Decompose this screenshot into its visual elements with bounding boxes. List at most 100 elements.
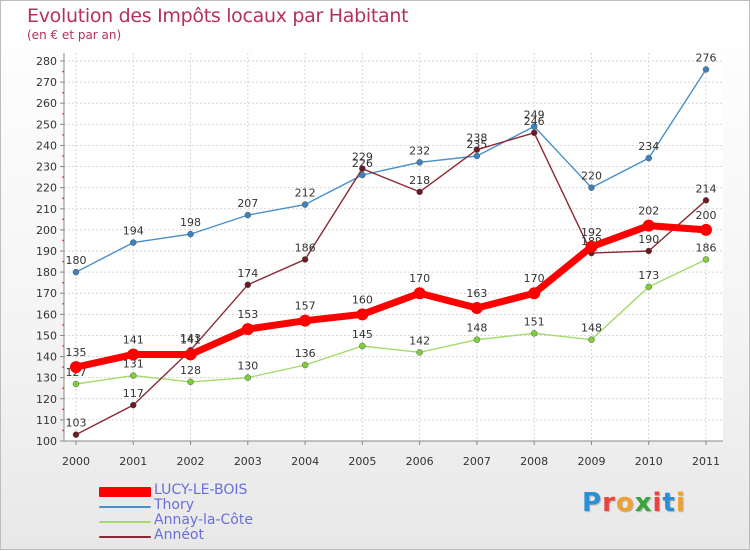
- data-point: [530, 330, 538, 337]
- data-point: [530, 123, 538, 130]
- data-point: [413, 287, 426, 300]
- data-label: 170: [524, 272, 545, 285]
- data-point: [416, 349, 423, 356]
- y-minor-mark: [62, 408, 64, 411]
- series-line-2: [75, 132, 707, 436]
- legend-swatch-lucy: [99, 486, 151, 497]
- data-label: 173: [638, 269, 659, 282]
- legend-swatch-annay: [99, 520, 151, 523]
- data-label: 180: [66, 254, 87, 267]
- y-tick-label: 180: [36, 266, 57, 279]
- data-label: 186: [696, 241, 717, 254]
- y-minor-mark: [62, 281, 64, 284]
- data-label: 220: [581, 170, 602, 183]
- y-tick-label: 240: [36, 139, 57, 152]
- data-label: 117: [123, 387, 144, 400]
- y-minor-mark: [62, 387, 64, 390]
- y-tick-label: 230: [36, 161, 57, 174]
- data-point: [130, 372, 137, 379]
- y-minor-mark: [62, 218, 64, 221]
- y-minor-mark: [62, 176, 64, 178]
- data-point: [702, 66, 710, 73]
- data-point: [244, 211, 252, 219]
- data-point: [301, 361, 309, 369]
- y-tick-label: 260: [36, 97, 57, 110]
- x-tick-label: 2009: [577, 455, 605, 468]
- data-label: 229: [352, 151, 373, 164]
- y-tick-label: 100: [36, 435, 57, 448]
- proxiti-logo: Proxiti: [582, 488, 686, 518]
- data-label: 198: [180, 216, 201, 229]
- chart-legend: LUCY-LE-BOIS Thory Annay-la-Côte Annéot: [99, 482, 399, 544]
- y-tick-label: 270: [36, 76, 57, 89]
- x-tick-label: 2004: [291, 455, 319, 468]
- y-tick-label: 280: [36, 55, 57, 68]
- logo-letter: i: [652, 488, 663, 518]
- data-point: [72, 268, 80, 276]
- data-point: [588, 184, 595, 191]
- y-minor-mark: [62, 112, 64, 115]
- data-label: 143: [180, 332, 201, 345]
- data-point: [585, 240, 598, 253]
- data-label: 234: [638, 140, 659, 153]
- data-point: [528, 287, 541, 300]
- data-label: 141: [180, 333, 201, 346]
- data-label: 174: [237, 267, 258, 280]
- data-label: 136: [295, 347, 316, 360]
- data-label: 276: [696, 51, 717, 64]
- data-label: 141: [123, 333, 144, 346]
- legend-item-annay: Annay-la-Côte: [99, 512, 399, 529]
- chart-title: Evolution des Impôts locaux par Habitant: [27, 5, 409, 27]
- data-point: [70, 361, 82, 374]
- y-tick-label: 140: [36, 351, 57, 364]
- data-label: 151: [524, 315, 545, 328]
- data-point: [184, 348, 197, 361]
- y-tick-label: 250: [36, 118, 57, 131]
- x-tick-label: 2005: [348, 455, 376, 468]
- y-minor-mark: [62, 345, 64, 347]
- legend-label-lucy: LUCY-LE-BOIS: [154, 482, 248, 498]
- data-label: 163: [466, 287, 487, 300]
- y-tick-label: 200: [36, 224, 57, 237]
- data-label: 212: [295, 187, 316, 200]
- data-label: 232: [409, 144, 430, 157]
- legend-label-anneot: Annéot: [154, 527, 204, 543]
- data-point: [130, 401, 137, 409]
- data-point: [359, 171, 366, 179]
- x-tick-label: 2000: [62, 455, 90, 468]
- data-label: 202: [638, 205, 659, 218]
- data-point: [416, 188, 423, 196]
- data-point: [301, 201, 309, 208]
- y-tick-label: 120: [36, 393, 57, 406]
- logo-letter: P: [582, 488, 603, 518]
- x-tick-label: 2011: [692, 455, 720, 468]
- y-tick-label: 170: [36, 287, 57, 300]
- data-point: [416, 159, 423, 166]
- data-point: [244, 281, 252, 289]
- data-point: [588, 336, 595, 343]
- y-tick-label: 220: [36, 182, 57, 195]
- y-minor-mark: [62, 324, 64, 326]
- x-tick-label: 2008: [520, 455, 548, 468]
- x-tick-label: 2007: [463, 455, 491, 468]
- data-label: 103: [66, 417, 87, 430]
- data-label: 128: [180, 364, 201, 377]
- legend-swatch-anneot: [99, 535, 151, 538]
- y-tick-label: 210: [36, 203, 57, 216]
- data-label: 148: [466, 322, 487, 335]
- data-label: 207: [237, 197, 258, 210]
- y-minor-mark: [62, 429, 64, 432]
- logo-letter: i: [675, 488, 686, 518]
- y-tick-label: 160: [36, 308, 57, 321]
- data-point: [702, 197, 710, 204]
- data-point: [356, 308, 369, 321]
- data-label: 131: [123, 358, 144, 371]
- data-label: 130: [237, 360, 258, 373]
- data-label: 218: [409, 174, 430, 187]
- data-label: 153: [237, 308, 258, 321]
- logo-letter: o: [615, 488, 635, 518]
- chart-subtitle: (en € et par an): [27, 28, 122, 42]
- legend-item-thory: Thory: [99, 497, 399, 514]
- y-minor-mark: [62, 366, 64, 368]
